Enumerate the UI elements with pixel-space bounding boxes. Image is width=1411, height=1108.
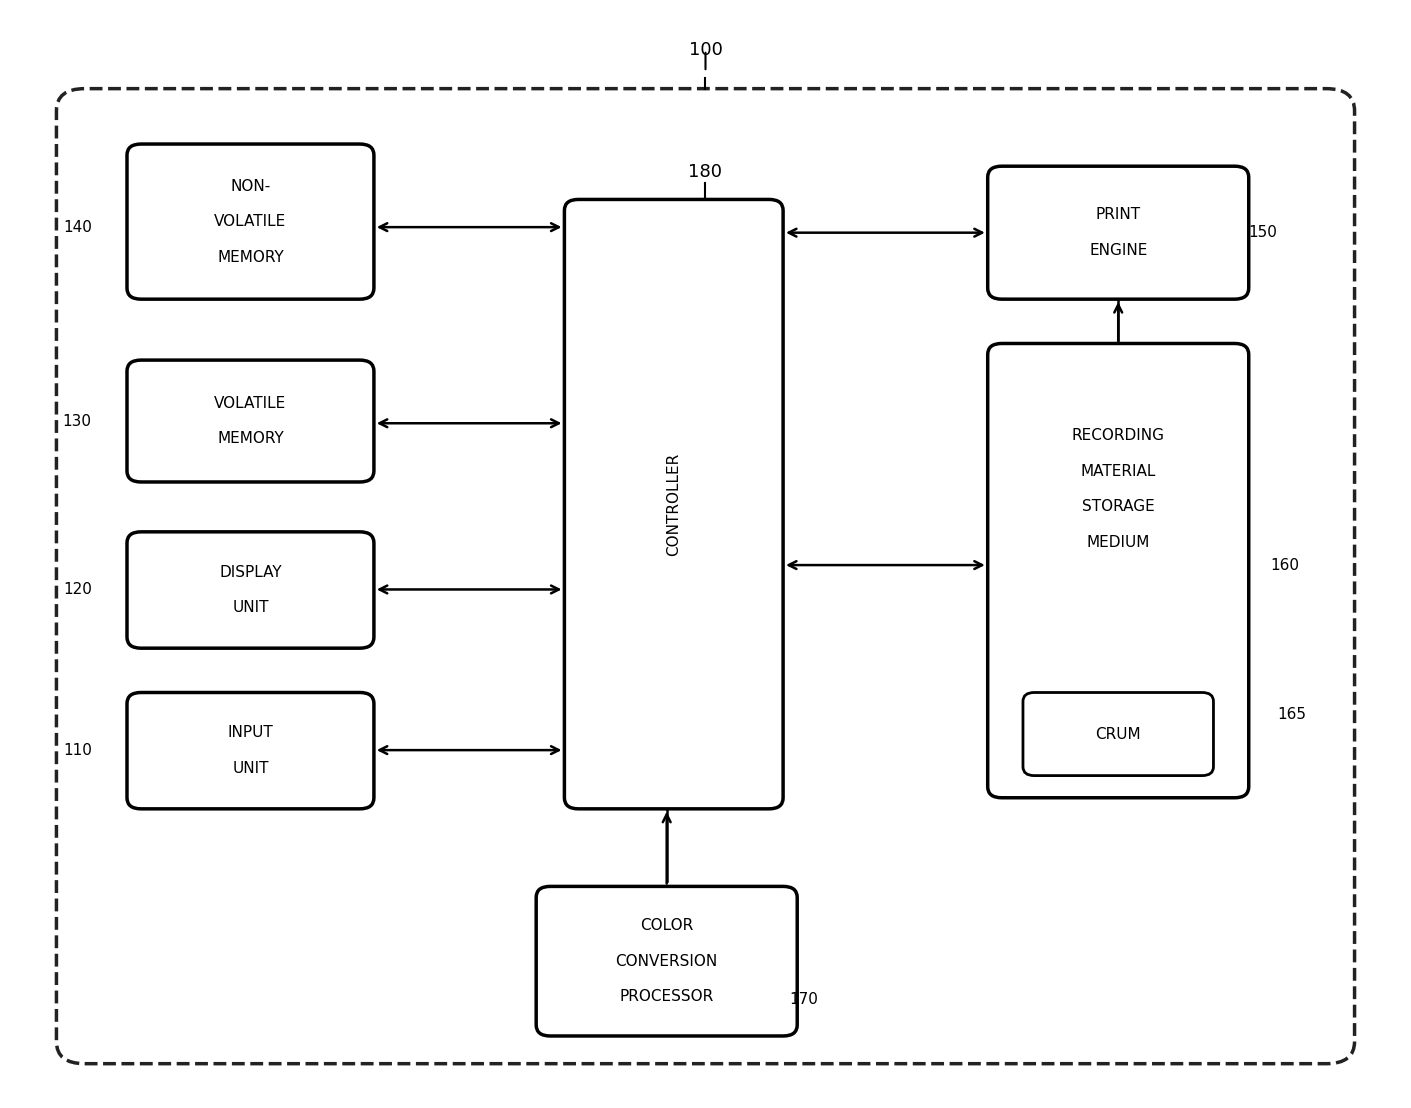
FancyBboxPatch shape	[127, 144, 374, 299]
FancyBboxPatch shape	[1023, 692, 1213, 776]
Text: NON-: NON-	[230, 178, 271, 194]
FancyBboxPatch shape	[536, 886, 797, 1036]
Text: DISPLAY: DISPLAY	[219, 565, 282, 579]
Text: MATERIAL: MATERIAL	[1081, 463, 1156, 479]
Text: MEMORY: MEMORY	[217, 431, 284, 447]
Text: ENGINE: ENGINE	[1089, 243, 1147, 258]
Text: PRINT: PRINT	[1096, 207, 1140, 223]
Text: STORAGE: STORAGE	[1082, 499, 1154, 514]
Text: CONVERSION: CONVERSION	[615, 954, 718, 968]
Text: 150: 150	[1249, 225, 1277, 240]
Text: 110: 110	[63, 742, 92, 758]
FancyBboxPatch shape	[127, 360, 374, 482]
Text: VOLATILE: VOLATILE	[214, 396, 286, 411]
Text: INPUT: INPUT	[227, 726, 274, 740]
Text: COLOR: COLOR	[641, 919, 693, 933]
Text: 165: 165	[1277, 707, 1307, 722]
Text: 180: 180	[689, 163, 722, 181]
Text: 100: 100	[689, 41, 722, 59]
Text: CRUM: CRUM	[1095, 727, 1141, 741]
FancyBboxPatch shape	[988, 166, 1249, 299]
Text: 130: 130	[62, 413, 92, 429]
FancyBboxPatch shape	[564, 199, 783, 809]
Text: VOLATILE: VOLATILE	[214, 214, 286, 229]
Text: PROCESSOR: PROCESSOR	[619, 989, 714, 1004]
FancyBboxPatch shape	[127, 532, 374, 648]
Text: UNIT: UNIT	[233, 601, 268, 615]
Text: CONTROLLER: CONTROLLER	[666, 452, 682, 556]
FancyBboxPatch shape	[127, 692, 374, 809]
Text: 160: 160	[1270, 557, 1300, 573]
Text: 170: 170	[790, 992, 818, 1007]
Text: MEMORY: MEMORY	[217, 249, 284, 265]
FancyBboxPatch shape	[988, 343, 1249, 798]
Text: UNIT: UNIT	[233, 761, 268, 776]
Text: 140: 140	[63, 219, 92, 235]
Text: 120: 120	[63, 582, 92, 597]
Text: RECORDING: RECORDING	[1072, 428, 1164, 443]
Text: MEDIUM: MEDIUM	[1086, 534, 1150, 550]
